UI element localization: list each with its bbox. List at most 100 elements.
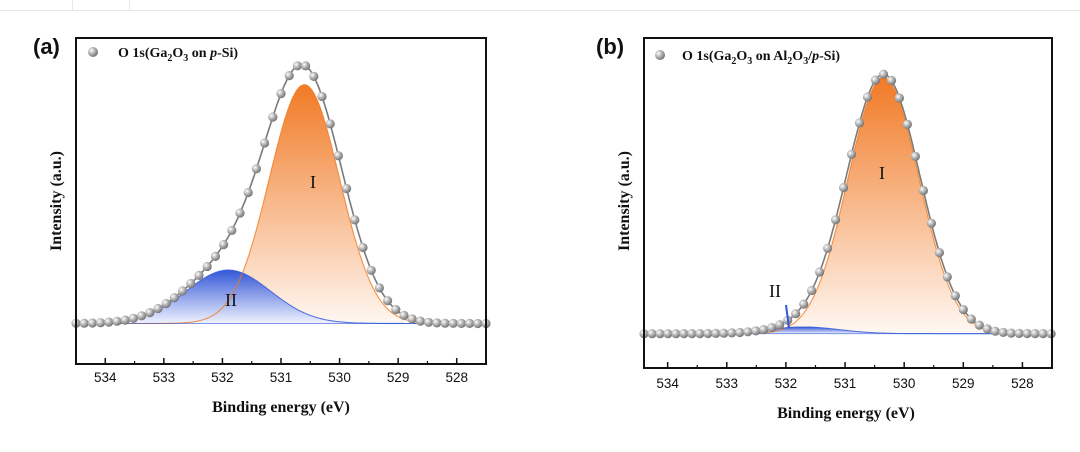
panel-a-data-points (71, 61, 491, 329)
data-point (251, 164, 261, 174)
data-point (775, 320, 785, 330)
data-point (974, 320, 984, 330)
data-point (1006, 328, 1016, 338)
panel-a-y-axis-title: Intensity (a.u.) (48, 151, 65, 251)
data-point (839, 183, 849, 193)
panel-a: (a) 534 533 532 531 530 529 528 O 1s(Ga2O3 on … (33, 34, 491, 416)
data-point (807, 285, 817, 296)
data-point (719, 328, 729, 338)
data-point (120, 315, 130, 325)
panel-b-x-ticks: 534 533 532 531 530 529 528 (656, 362, 1034, 391)
data-point (96, 318, 106, 328)
data-point (79, 318, 89, 328)
panel-a-x-axis-title: Binding energy (eV) (212, 399, 350, 416)
data-point (415, 316, 425, 326)
data-point (227, 225, 237, 235)
fit-peak-I-fill (644, 77, 1052, 334)
data-point (137, 311, 147, 321)
data-point (473, 318, 483, 329)
x-tick-label: 531 (270, 370, 293, 385)
data-point (399, 310, 409, 320)
data-point (407, 314, 417, 324)
data-point (424, 317, 434, 327)
data-point (268, 112, 278, 122)
data-point (966, 314, 976, 324)
x-tick-label: 529 (387, 370, 410, 385)
data-point (1038, 329, 1048, 339)
data-point (671, 329, 681, 339)
data-point (145, 308, 155, 318)
panel-b-y-axis-title: Intensity (a.u.) (616, 151, 633, 251)
data-point (791, 309, 801, 319)
data-point (276, 89, 286, 99)
data-point (910, 151, 921, 161)
data-point (432, 318, 442, 328)
x-tick-label: 533 (716, 376, 739, 391)
data-point (950, 291, 960, 301)
data-point (1014, 328, 1024, 338)
x-tick-label: 528 (445, 370, 468, 385)
data-point (663, 329, 673, 339)
data-point (918, 185, 929, 196)
x-tick-label: 534 (94, 370, 117, 385)
data-point (647, 329, 657, 339)
panel-b-frame (643, 37, 1053, 369)
data-point (687, 329, 697, 339)
x-tick-label: 531 (834, 376, 857, 391)
panel-b-x-axis-title: Binding energy (eV) (777, 405, 915, 422)
data-point (383, 296, 393, 306)
data-point (831, 215, 841, 225)
data-point (309, 71, 319, 81)
data-point (759, 325, 769, 335)
data-point (112, 316, 122, 326)
data-point (799, 299, 809, 309)
data-point (440, 318, 450, 328)
data-point (243, 187, 253, 198)
data-point (711, 328, 721, 338)
data-point (169, 293, 179, 303)
panel-b-peak-I-label: I (879, 163, 885, 183)
data-point (815, 267, 825, 277)
data-point (358, 242, 368, 253)
data-point (958, 304, 968, 315)
data-point (886, 75, 897, 86)
panel-a-x-ticks: 534 533 532 531 530 529 528 (94, 358, 468, 385)
data-point (219, 240, 229, 250)
data-point (87, 318, 97, 328)
x-tick-label: 533 (153, 370, 176, 385)
data-point (153, 303, 163, 314)
data-point (862, 92, 873, 102)
data-point (870, 75, 881, 85)
x-tick-label: 532 (211, 370, 234, 385)
data-point (926, 218, 937, 228)
data-point (751, 326, 761, 336)
x-tick-label: 528 (1011, 376, 1034, 391)
fit-peak-II-fill (76, 270, 486, 324)
panel-a-legend: O 1s(Ga2O3 on p-Si) (88, 46, 238, 64)
panel-b-fit-fills (644, 77, 1052, 334)
data-point (982, 324, 992, 334)
data-point (186, 278, 196, 289)
data-point (178, 286, 188, 296)
data-point (743, 327, 753, 337)
fit-peak-I-fill (76, 84, 486, 324)
panel-b-peak-II-label: II (769, 281, 781, 301)
panel-b-peak-II-pointer (785, 304, 790, 329)
x-tick-label: 529 (952, 376, 975, 391)
legend-sphere-icon (655, 50, 665, 60)
x-tick-label: 530 (328, 370, 351, 385)
data-point (990, 326, 1000, 336)
panel-a-peak-I-label: I (310, 172, 316, 192)
data-point (703, 328, 713, 339)
data-point (301, 61, 311, 71)
data-point (878, 69, 889, 79)
data-point (1030, 329, 1040, 339)
tab-notch (72, 0, 130, 10)
panel-b-label: (b) (596, 34, 624, 59)
panel-a-label: (a) (33, 34, 60, 59)
panel-a-legend-text: O 1s(Ga2O3 on p-Si) (118, 46, 238, 64)
x-tick-label: 534 (656, 376, 679, 391)
data-point (284, 71, 294, 81)
data-point (391, 305, 401, 315)
